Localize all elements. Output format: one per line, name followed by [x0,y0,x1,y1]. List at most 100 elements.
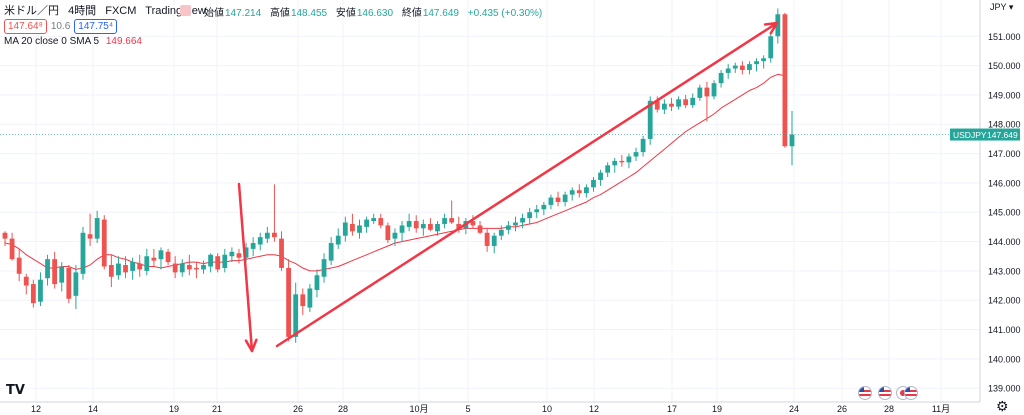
sell-button[interactable]: 147.64⁸ [4,19,47,34]
candle-body [442,218,447,224]
candle-body [87,234,93,239]
candle-body [307,288,313,308]
tradingview-logo[interactable]: TV [6,383,25,398]
y-tick-label: 149.000 [988,90,1021,100]
x-tick-label: 26 [837,404,847,414]
candle-body [513,222,518,226]
candle-body [158,250,164,260]
candle-body [364,219,369,227]
candle-body [477,225,483,233]
price-tag-value: 147.649 [987,130,1018,140]
x-tick-label: 5 [465,404,470,414]
candle-body [718,72,724,84]
candle-body [505,225,511,230]
candle-body [399,225,405,233]
x-tick-label: 19 [712,404,722,414]
candle-body [711,83,717,97]
candle-body [215,256,221,270]
close-value: 147.649 [422,8,459,19]
candle-body [661,103,667,110]
candlestick-series [2,8,795,343]
chart-status-indicator[interactable] [180,5,191,16]
buy-button[interactable]: 147.75⁴ [74,19,118,34]
broker-label: FXCM [105,5,137,17]
candle-body [640,138,646,153]
us-flag-icon[interactable] [904,386,918,400]
candle-body [123,265,128,273]
candle-body [59,266,65,283]
candle-body [413,221,419,229]
settings-gear-icon[interactable]: ⚙ [996,398,1009,414]
candle-body [690,97,696,106]
candle-body [229,251,235,257]
candle-body [250,243,256,249]
y-tick-label: 139.000 [988,384,1021,394]
ohlc-readout: 始値147.214 高値148.455 安値146.630 終値147.649 … [204,4,548,19]
candle-body [555,197,561,202]
candle-body [179,263,185,273]
candle-body [435,223,440,232]
candle-body [761,58,767,62]
candle-body [449,218,455,223]
y-tick-label: 140.000 [988,354,1021,364]
y-tick-label: 143.000 [988,266,1021,276]
y-tick-label: 151.000 [988,32,1021,42]
candle-body [569,190,575,195]
candle-body [66,267,72,299]
candle-body [236,253,242,258]
candle-body [144,256,150,271]
candle-body [357,225,362,233]
us-flag-icon[interactable] [878,386,892,400]
candle-body [371,218,377,222]
candle-body [137,263,143,270]
candle-body [94,218,100,239]
low-value: 146.630 [356,8,394,19]
us-flag-icon[interactable] [858,386,872,400]
candle-body [754,61,759,65]
candle-body [484,232,490,246]
low-label: 安値 [335,8,356,19]
candle-body [747,64,752,70]
y-tick-label: 148.000 [988,120,1021,130]
candle-body [321,259,327,277]
chevron-down-icon: ▾ [1008,2,1014,12]
candle-body [520,218,525,223]
candle-body [669,103,674,107]
price-tag [950,128,1020,141]
candle-body [491,235,497,246]
candle-body [279,238,284,268]
candle-body [108,265,114,277]
candle-body [789,134,795,147]
indicator-label: MA 20 close 0 SMA 5 [4,36,100,47]
candle-body [342,222,348,236]
candle-body [697,87,703,98]
candle-body [420,223,426,229]
y-tick-label: 150.000 [988,61,1021,71]
y-tick-label: 144.000 [988,237,1021,247]
candle-body [392,232,398,239]
platform-label: TradingView [145,5,206,17]
x-tick-label: 21 [212,404,222,414]
candle-body [130,262,136,271]
candle-body [534,209,540,213]
interval-label[interactable]: 4時間 [68,5,97,17]
candle-body [591,179,596,188]
candle-body [257,237,263,245]
currency-text: JPY [990,2,1007,12]
indicator-legend[interactable]: MA 20 close 0 SMA 5 149.664 [4,36,142,47]
candle-body [16,257,22,274]
symbol-name[interactable]: 米ドル／円 [4,5,59,17]
candle-body [222,254,228,268]
x-tick-label: 14 [88,404,98,414]
currency-label[interactable]: JPY ▾ [990,2,1013,13]
x-tick-label: 26 [293,404,303,414]
y-tick-label: 147.000 [988,149,1021,159]
candle-body [45,259,50,279]
candle-body [428,223,433,230]
candle-body [548,197,554,205]
candle-body [654,100,660,110]
open-value: 147.214 [225,8,262,19]
up-arrow [275,21,779,348]
